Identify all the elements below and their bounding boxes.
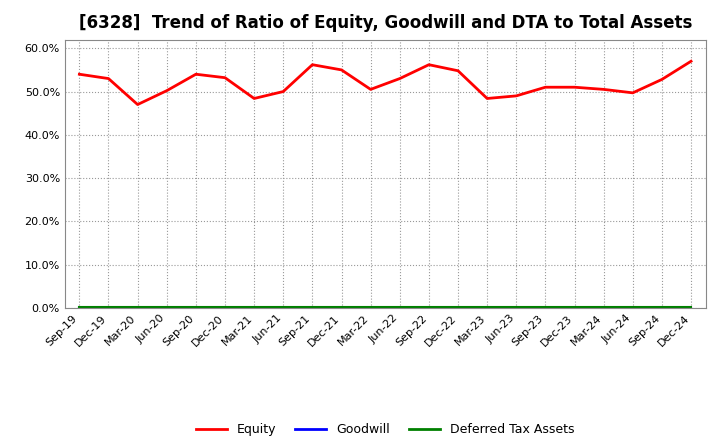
Equity [657,77,666,82]
Equity [192,72,200,77]
Goodwill [75,305,84,310]
Equity [337,67,346,73]
Deferred Tax Assets [541,304,550,309]
Deferred Tax Assets [220,304,229,309]
Deferred Tax Assets [657,304,666,309]
Title: [6328]  Trend of Ratio of Equity, Goodwill and DTA to Total Assets: [6328] Trend of Ratio of Equity, Goodwil… [78,15,692,33]
Goodwill [425,305,433,310]
Deferred Tax Assets [483,304,492,309]
Equity [220,75,229,81]
Equity [75,72,84,77]
Goodwill [220,305,229,310]
Deferred Tax Assets [250,304,258,309]
Goodwill [454,305,462,310]
Equity [308,62,317,67]
Deferred Tax Assets [163,304,171,309]
Equity [541,84,550,90]
Equity [454,68,462,73]
Equity [512,93,521,99]
Deferred Tax Assets [512,304,521,309]
Deferred Tax Assets [395,304,404,309]
Goodwill [395,305,404,310]
Goodwill [541,305,550,310]
Goodwill [599,305,608,310]
Goodwill [629,305,637,310]
Deferred Tax Assets [104,304,113,309]
Equity [483,96,492,101]
Equity [599,87,608,92]
Goodwill [483,305,492,310]
Equity [279,89,287,94]
Goodwill [250,305,258,310]
Equity [250,96,258,101]
Goodwill [163,305,171,310]
Equity [163,88,171,93]
Goodwill [570,305,579,310]
Equity [133,102,142,107]
Equity [104,76,113,81]
Deferred Tax Assets [308,304,317,309]
Goodwill [192,305,200,310]
Goodwill [366,305,375,310]
Goodwill [104,305,113,310]
Equity [395,76,404,81]
Deferred Tax Assets [599,304,608,309]
Deferred Tax Assets [192,304,200,309]
Deferred Tax Assets [687,304,696,309]
Equity [366,87,375,92]
Line: Equity: Equity [79,61,691,105]
Deferred Tax Assets [279,304,287,309]
Deferred Tax Assets [337,304,346,309]
Goodwill [279,305,287,310]
Deferred Tax Assets [425,304,433,309]
Deferred Tax Assets [454,304,462,309]
Goodwill [657,305,666,310]
Equity [570,84,579,90]
Deferred Tax Assets [133,304,142,309]
Equity [687,59,696,64]
Goodwill [687,305,696,310]
Goodwill [337,305,346,310]
Equity [425,62,433,67]
Deferred Tax Assets [366,304,375,309]
Deferred Tax Assets [629,304,637,309]
Goodwill [512,305,521,310]
Goodwill [308,305,317,310]
Goodwill [133,305,142,310]
Legend: Equity, Goodwill, Deferred Tax Assets: Equity, Goodwill, Deferred Tax Assets [191,418,580,440]
Deferred Tax Assets [75,304,84,309]
Deferred Tax Assets [570,304,579,309]
Equity [629,90,637,95]
